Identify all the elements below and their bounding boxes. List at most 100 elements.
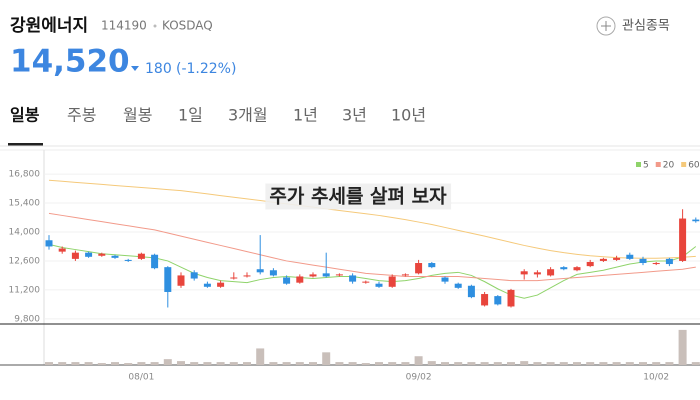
volume-bar (586, 362, 595, 365)
tab[interactable]: 주봉 (67, 106, 96, 125)
candle-body (45, 240, 53, 247)
candle-body (98, 253, 106, 256)
tab[interactable]: 1년 (293, 106, 318, 125)
volume-bar (507, 362, 515, 365)
legend: 5 20 60 (636, 161, 700, 171)
tab-underline (8, 143, 43, 146)
y-tick-label: 16,800 (9, 170, 41, 180)
volume-bar (322, 352, 331, 365)
stock-name: 강원에너지 (10, 16, 88, 36)
volume-bar (375, 362, 383, 365)
x-tick-label: 10/02 (643, 373, 669, 383)
tab[interactable]: 월봉 (123, 106, 152, 125)
candle-body (586, 261, 594, 267)
candle-body (217, 282, 225, 287)
candle-body (441, 277, 449, 282)
candle-body (401, 274, 409, 276)
candle-body (335, 274, 343, 276)
volume-bar (414, 356, 423, 365)
candle-body (599, 258, 607, 261)
volume-bar (335, 362, 344, 365)
candle-body (626, 254, 634, 259)
plus-icon (601, 21, 611, 31)
candle-body (388, 276, 396, 287)
candle-body (137, 253, 145, 259)
candle-body (85, 252, 93, 257)
tab[interactable]: 10년 (391, 106, 426, 125)
tab[interactable]: 일봉 (10, 106, 40, 125)
volume-bar (190, 362, 199, 365)
candle-body (151, 254, 159, 269)
tab[interactable]: 1일 (178, 106, 203, 125)
candle-body (375, 283, 383, 287)
volume-bar (163, 359, 172, 365)
tab[interactable]: 3년 (342, 106, 367, 125)
volume-bar (625, 362, 634, 365)
candle-body (322, 273, 330, 277)
y-tick-label: 15,400 (9, 199, 41, 209)
volume-bar (652, 362, 661, 365)
legend-swatch (636, 162, 641, 167)
candle-body (613, 257, 621, 260)
tab[interactable]: 3개월 (228, 106, 268, 125)
candle-body (269, 270, 277, 276)
volume-bar (216, 362, 225, 365)
volume-bar (533, 362, 542, 365)
price: 14,520 (10, 44, 130, 80)
candle-body (190, 272, 198, 279)
legend-swatch (681, 162, 687, 167)
candle-body (573, 267, 581, 271)
volume-bar (177, 361, 185, 365)
candle-body (560, 267, 568, 270)
candle-body (164, 267, 172, 292)
volume-bar (58, 362, 67, 365)
y-tick-label: 12,600 (9, 256, 41, 266)
candle-body (428, 263, 436, 268)
volume-bar (639, 362, 647, 365)
volume-bar (493, 362, 502, 365)
candle-body (494, 296, 502, 305)
change: 180 (145, 61, 172, 77)
volume-bar (97, 363, 106, 365)
candle-body (415, 263, 423, 274)
volume-bar (454, 362, 463, 365)
candle-body (362, 281, 370, 283)
market: KOSDAQ (162, 19, 213, 33)
candle-body (230, 277, 238, 279)
volume-bar (124, 363, 133, 365)
candle-body (309, 274, 317, 277)
candle-body (283, 277, 291, 284)
plus-circle (596, 16, 616, 36)
volume-bar (599, 362, 608, 365)
volume-bar (361, 363, 370, 365)
volume-bar (203, 362, 212, 365)
candle-body (203, 283, 211, 287)
volume-bar (467, 362, 476, 365)
candle-body (243, 275, 251, 277)
down-arrow (131, 66, 139, 71)
volume-bar (243, 362, 251, 365)
volume-bar (71, 362, 80, 365)
candle-body (547, 269, 555, 276)
volume-bar (150, 362, 159, 365)
y-tick-label: 11,200 (9, 285, 41, 295)
volume-bar (401, 362, 410, 365)
chart: 16,800 15,400 14,000 12,600 11,200 9,800 08/01… (0, 149, 700, 383)
volume-bar (111, 362, 119, 365)
candle-body (665, 258, 673, 265)
favorite-button[interactable]: 관심종목 (596, 16, 670, 36)
favorite-label[interactable]: 관심종목 (622, 19, 670, 34)
candle-body (639, 258, 647, 264)
x-tick-label: 09/02 (406, 373, 432, 383)
y-tick-label: 9,800 (14, 314, 40, 324)
candle-body (467, 285, 475, 298)
candle-body (58, 248, 66, 252)
candle-body (520, 271, 528, 275)
volume-bar (84, 362, 93, 365)
candle-body (256, 269, 264, 273)
volume-bar (612, 362, 621, 365)
volume-bar (559, 362, 568, 365)
volume-bar (520, 361, 529, 365)
y-tick-label: 14,000 (9, 227, 41, 237)
volume-bar (388, 362, 397, 365)
